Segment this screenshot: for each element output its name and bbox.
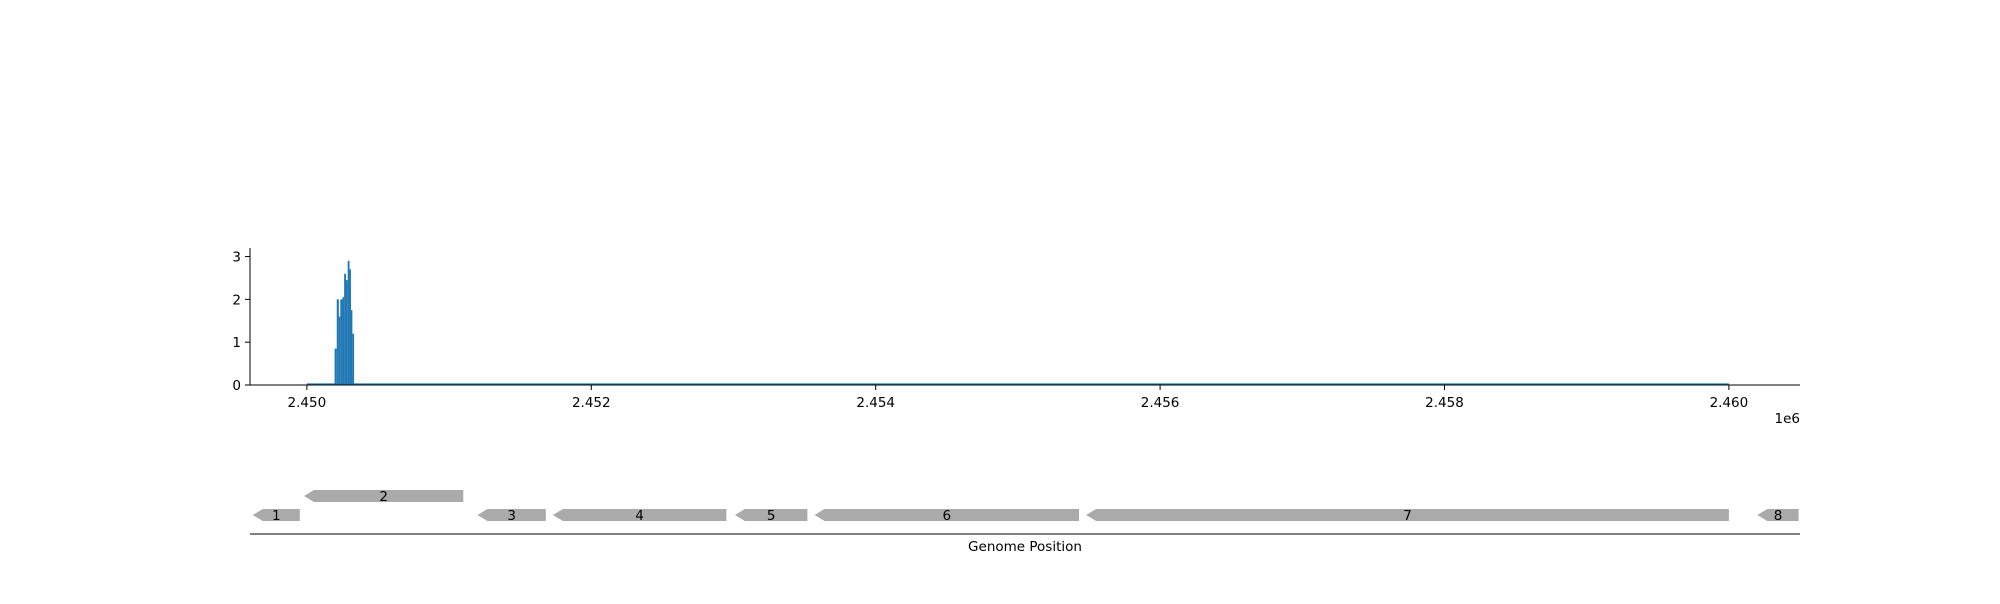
x-tick-label: 2.458 xyxy=(1425,395,1464,411)
coverage-bar xyxy=(349,269,351,385)
gene-track-xlabel: Genome Position xyxy=(968,539,1082,555)
gene-label: 7 xyxy=(1403,508,1412,524)
y-tick-label: 0 xyxy=(232,378,241,394)
coverage-bar xyxy=(344,273,346,385)
gene-arrow xyxy=(1757,509,1799,521)
x-tick-label: 2.452 xyxy=(572,395,611,411)
gene-arrow xyxy=(1086,509,1729,521)
coverage-bar xyxy=(347,260,350,385)
coverage-bar xyxy=(350,310,353,385)
coverage-bar xyxy=(334,348,337,385)
coverage-axes: 0 1 2 3 2.450 2.452 2.454 2.456 2.458 2.460 1e6 xyxy=(232,248,1800,427)
gene-label: 1 xyxy=(272,508,281,524)
y-tick-label: 2 xyxy=(232,292,241,308)
y-tick-label: 3 xyxy=(232,250,241,266)
gene-arrow xyxy=(252,509,300,521)
gene-label: 6 xyxy=(943,508,952,524)
y-tick-label: 1 xyxy=(232,335,241,351)
coverage-bar xyxy=(340,299,343,386)
gene-label: 8 xyxy=(1774,508,1783,524)
gene-label: 3 xyxy=(507,508,516,524)
x-tick-label: 2.454 xyxy=(856,395,895,411)
gene-arrow xyxy=(304,490,464,502)
coverage-bar xyxy=(345,280,348,385)
x-tick-label: 2.456 xyxy=(1141,395,1180,411)
gene-arrow xyxy=(734,509,808,521)
x-tick-label: 2.460 xyxy=(1710,395,1749,411)
coverage-bar xyxy=(352,333,355,386)
gene-arrow xyxy=(814,509,1079,521)
coverage-bar xyxy=(338,316,341,385)
gene-arrow xyxy=(552,509,727,521)
gene-label: 5 xyxy=(767,508,776,524)
gene-label: 2 xyxy=(379,489,388,505)
x-tick-label: 2.450 xyxy=(288,395,327,411)
gene-arrow xyxy=(477,509,546,521)
gene-track-axes: 1 2 3 4 5 6 7 8 Genome Position xyxy=(250,489,1800,555)
gene-label: 4 xyxy=(635,508,644,524)
x-offset-label: 1e6 xyxy=(1775,411,1800,427)
coverage-bar xyxy=(336,299,339,386)
coverage-bar xyxy=(342,297,345,385)
